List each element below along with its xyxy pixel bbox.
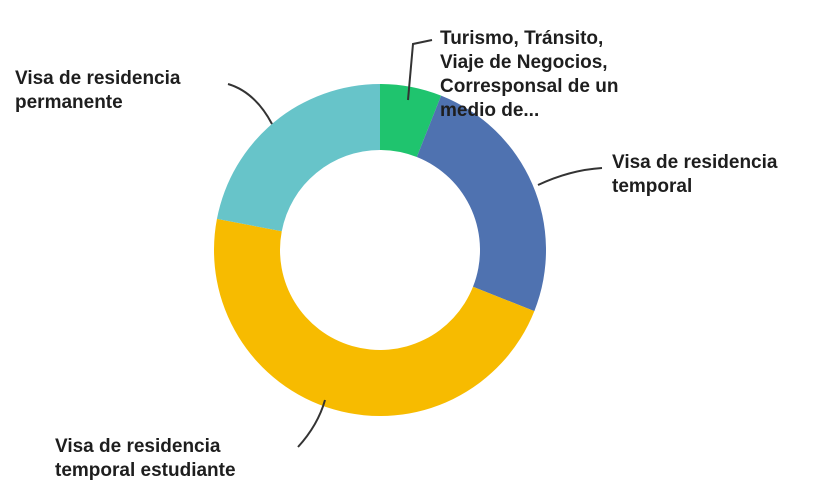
slice-label: Turismo, Tránsito, Viaje de Negocios, Corr… [440,28,618,121]
slice-label: Visa de residencia temporal [612,152,778,197]
leader-line [227,83,273,125]
leader-line [297,399,326,448]
donut-slice [380,84,442,158]
slice-label: Visa de residencia temporal estudiante [55,436,236,481]
leader-line [407,39,433,101]
donut-slice [216,83,380,232]
donut-slice [416,95,546,312]
donut-slice [214,218,535,416]
leader-line [537,167,603,186]
slice-label: Visa de residencia permanente [15,68,181,113]
